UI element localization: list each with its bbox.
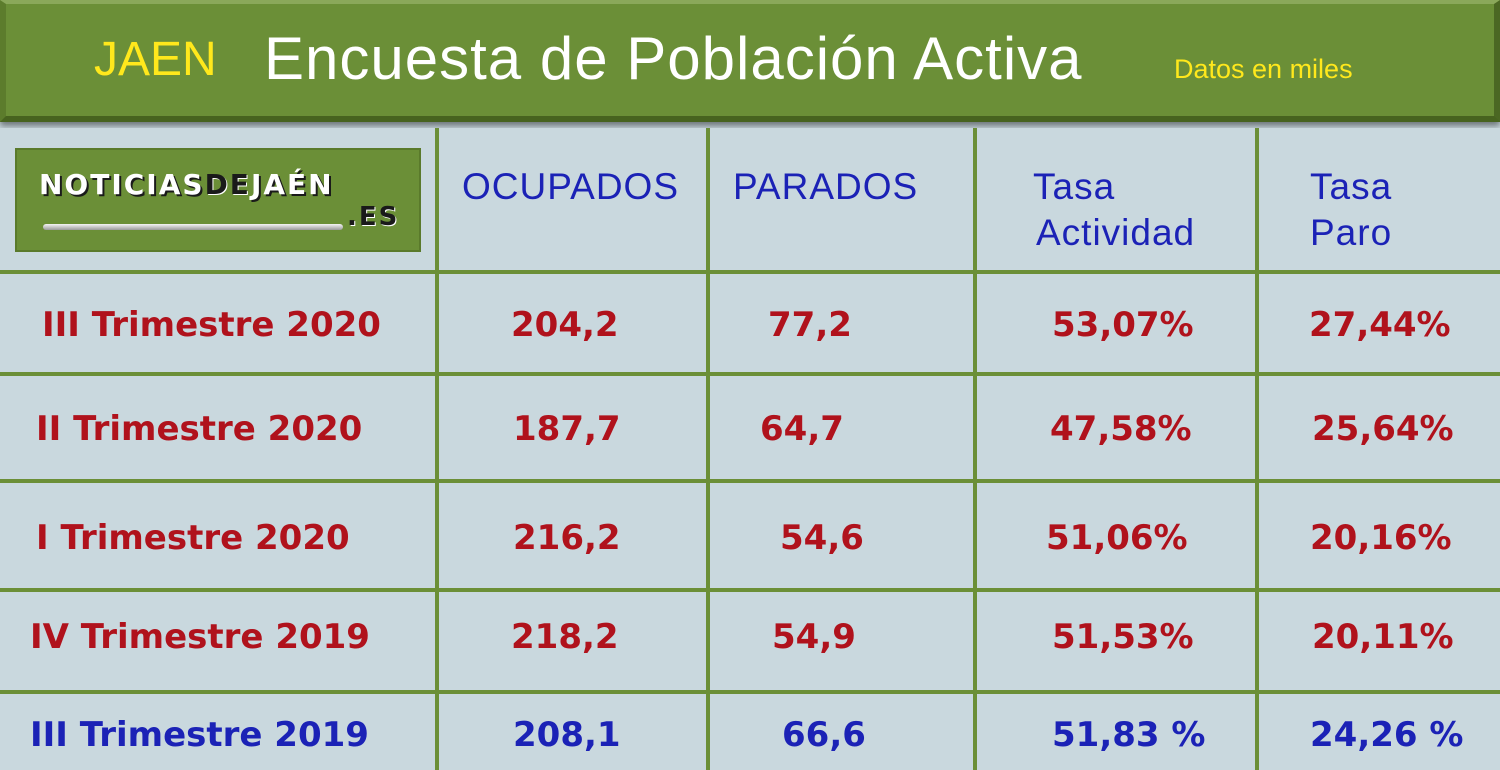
table-cell: 53,07% bbox=[1052, 305, 1194, 345]
province-label: JAEN bbox=[94, 33, 217, 86]
table-cell: 24,26 % bbox=[1310, 715, 1464, 755]
table-cell: 51,53% bbox=[1052, 617, 1194, 657]
table-cell: 77,2 bbox=[768, 305, 852, 345]
table-cell: 25,64% bbox=[1312, 409, 1454, 449]
logo-wordmark: NOTICIASDEJAÉN bbox=[39, 168, 334, 201]
table-cell: 218,2 bbox=[511, 617, 619, 657]
row-label: II Trimestre 2020 bbox=[36, 409, 363, 449]
title-banner: JAEN Encuesta de Población Activa Datos … bbox=[0, 0, 1500, 122]
column-header-line: PARADOS bbox=[733, 166, 919, 207]
table-cell: 187,7 bbox=[513, 409, 621, 449]
column-header: OCUPADOS bbox=[462, 164, 679, 210]
units-subtitle: Datos en miles bbox=[1174, 54, 1353, 84]
logo-domain: .ES bbox=[347, 202, 400, 232]
table-cell: 54,9 bbox=[772, 617, 856, 657]
page-title: Encuesta de Población Activa bbox=[264, 25, 1083, 92]
table-cell: 216,2 bbox=[513, 518, 621, 558]
column-header-line: Tasa bbox=[1033, 166, 1116, 207]
row-label: IV Trimestre 2019 bbox=[30, 617, 370, 657]
table-cell: 208,1 bbox=[513, 715, 621, 755]
table-cell: 204,2 bbox=[511, 305, 619, 345]
column-header: Tasa Actividad bbox=[1033, 164, 1195, 256]
logo-underline bbox=[43, 224, 343, 230]
table-cell: 51,83 % bbox=[1052, 715, 1206, 755]
table-cell: 20,11% bbox=[1312, 617, 1454, 657]
column-header: PARADOS bbox=[733, 164, 918, 210]
table-cell: 64,7 bbox=[760, 409, 844, 449]
column-header: Tasa Paro bbox=[1310, 164, 1392, 256]
table-cell: 27,44% bbox=[1309, 305, 1451, 345]
table-cell: 47,58% bbox=[1050, 409, 1192, 449]
table-cell: 51,06% bbox=[1046, 518, 1188, 558]
row-label: III Trimestre 2019 bbox=[30, 715, 369, 755]
column-header-line: Paro bbox=[1310, 212, 1393, 253]
row-label: III Trimestre 2020 bbox=[42, 305, 381, 345]
column-header-line: OCUPADOS bbox=[462, 166, 680, 207]
table-cell: 20,16% bbox=[1310, 518, 1452, 558]
noticias-de-jaen-logo: NOTICIASDEJAÉN .ES bbox=[15, 148, 421, 252]
column-header-line: Actividad bbox=[1036, 212, 1196, 253]
row-label: I Trimestre 2020 bbox=[36, 518, 350, 558]
table-cell: 66,6 bbox=[782, 715, 866, 755]
table-cell: 54,6 bbox=[780, 518, 864, 558]
column-header-line: Tasa bbox=[1310, 166, 1393, 207]
